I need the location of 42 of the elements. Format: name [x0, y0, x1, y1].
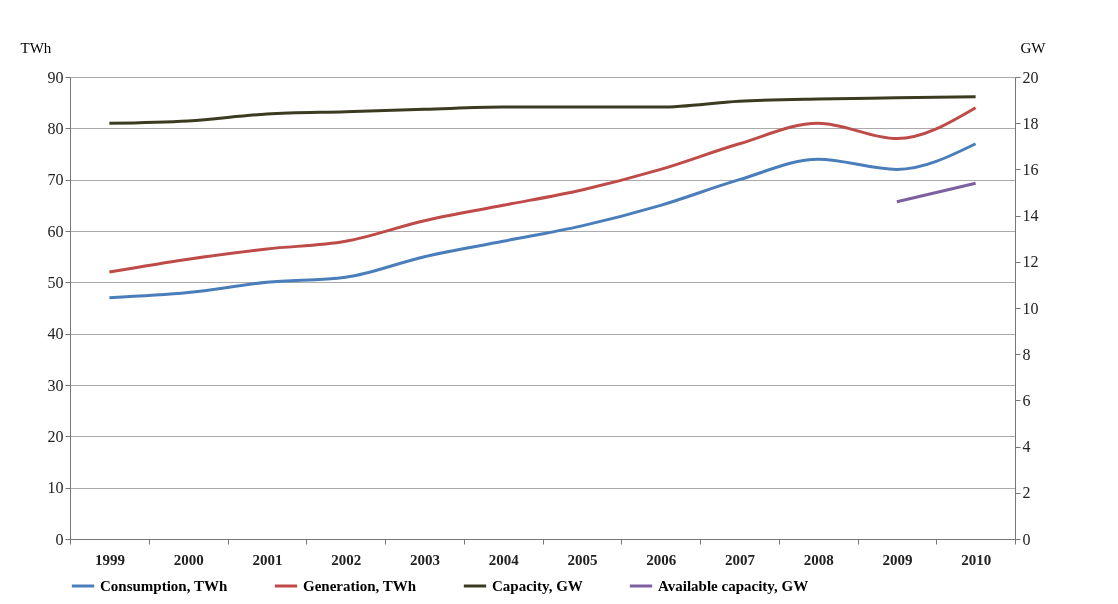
legend-label: Capacity, GW: [492, 578, 583, 594]
x-tick-label: 2007: [724, 551, 756, 568]
x-tick-label: 2002: [331, 551, 362, 568]
y2-tick-label: 8: [1022, 345, 1031, 363]
y2-tick-label: 4: [1022, 438, 1031, 456]
y2-tick-label: 10: [1022, 299, 1039, 317]
x-tick-label: 2001: [252, 551, 283, 568]
x-tick-label: 2003: [409, 551, 440, 568]
line-series: [107, 95, 978, 125]
y2-tick-label: 16: [1022, 160, 1039, 178]
y2-tick-label: 12: [1022, 253, 1039, 271]
x-tick-label: 2004: [488, 551, 520, 568]
y2-tick-label: 14: [1022, 207, 1039, 225]
legend-label: Consumption, TWh: [100, 578, 228, 594]
legend-label: Generation, TWh: [303, 578, 417, 594]
y2-tick-label: 20: [1022, 68, 1039, 86]
x-tick-label: 2010: [961, 551, 992, 568]
x-tick-label: 2005: [567, 551, 598, 568]
y-tick-label: 90: [47, 68, 64, 86]
y2-tick-label: 2: [1022, 484, 1031, 502]
y-tick-label: 30: [47, 376, 64, 394]
line-series: [107, 106, 978, 274]
x-tick-label: 2000: [173, 551, 204, 568]
y-tick-label: 0: [55, 530, 64, 548]
y-axis-title: TWh: [20, 39, 52, 56]
y2-tick-label: 6: [1022, 391, 1031, 409]
y-tick-label: 40: [47, 325, 64, 343]
y2-axis-title: GW: [1020, 39, 1047, 56]
x-tick-label: 2006: [646, 551, 677, 568]
y-tick-label: 50: [47, 273, 64, 291]
x-tick-label: 1999: [94, 551, 125, 568]
y-tick-label: 60: [47, 222, 64, 240]
y2-tick-label: 0: [1022, 530, 1031, 548]
y2-tick-label: 18: [1022, 114, 1039, 132]
y-tick-label: 80: [47, 119, 64, 137]
y-tick-label: 70: [47, 171, 64, 189]
x-tick-label: 2008: [803, 551, 834, 568]
line-series: [107, 142, 978, 300]
x-tick-label: 2009: [882, 551, 913, 568]
y-tick-label: 20: [47, 427, 64, 445]
y-tick-label: 10: [47, 479, 64, 497]
legend-label: Available capacity, GW: [658, 578, 809, 594]
